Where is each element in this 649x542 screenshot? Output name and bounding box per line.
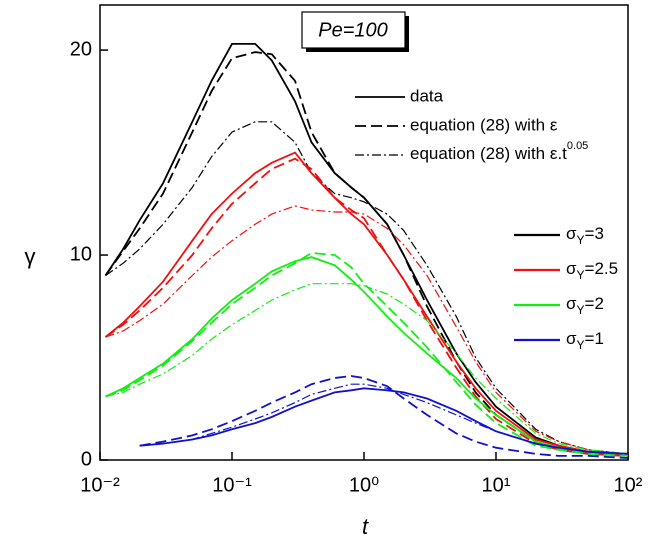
plot-frame [99, 4, 629, 461]
series-line [105, 205, 629, 455]
legend-label: σY=2.5 [566, 259, 618, 282]
y-tick-label: 0 [81, 448, 92, 470]
series-line [104, 157, 629, 457]
x-axis-label: t [362, 514, 369, 539]
legend-symbol: σ [566, 329, 577, 348]
legend-symbol: σ [566, 294, 577, 313]
series-line [104, 51, 629, 457]
series-line [104, 43, 629, 455]
series-line [105, 252, 629, 457]
legend-symbol: σ [566, 259, 577, 278]
legend-label-text: equation (28) with ε.t [410, 144, 567, 163]
series-line [105, 121, 629, 455]
series-line [139, 375, 629, 459]
series-line [105, 256, 629, 455]
x-tick-label: 10² [614, 474, 643, 496]
y-tick-label: 20 [70, 38, 92, 60]
legend-label: σY=3 [566, 224, 604, 247]
series-line [104, 151, 629, 455]
legend-label: σY=1 [566, 329, 604, 352]
legend-label: equation (28) with ε.t0.05 [410, 140, 588, 164]
legend-sub: Y [577, 268, 585, 282]
legend-sub: Y [577, 233, 585, 247]
x-tick-label: 10¹ [482, 474, 511, 496]
legend-value: =2 [585, 294, 604, 313]
annotation: Pe=100 [318, 19, 388, 41]
x-tick-label: 10⁻¹ [212, 474, 252, 496]
legend-label: σY=2 [566, 294, 604, 317]
legend-label: equation (28) with ε [410, 115, 558, 134]
y-tick-label: 10 [70, 243, 92, 265]
legend-sub: Y [577, 338, 585, 352]
legend-value: =3 [585, 224, 604, 243]
x-tick-label: 10⁰ [349, 474, 379, 496]
legend-label-sup: 0.05 [567, 140, 588, 152]
x-tick-label: 10⁻² [80, 474, 120, 496]
legend-sub: Y [577, 303, 585, 317]
legend-value: =2.5 [585, 259, 619, 278]
legend-label: data [410, 86, 444, 105]
y-axis-label: γ [25, 244, 36, 269]
legend-symbol: σ [566, 224, 577, 243]
series-line [139, 383, 629, 455]
series-line [105, 283, 629, 455]
annotation-box [301, 11, 406, 49]
legend-value: =1 [585, 329, 604, 348]
